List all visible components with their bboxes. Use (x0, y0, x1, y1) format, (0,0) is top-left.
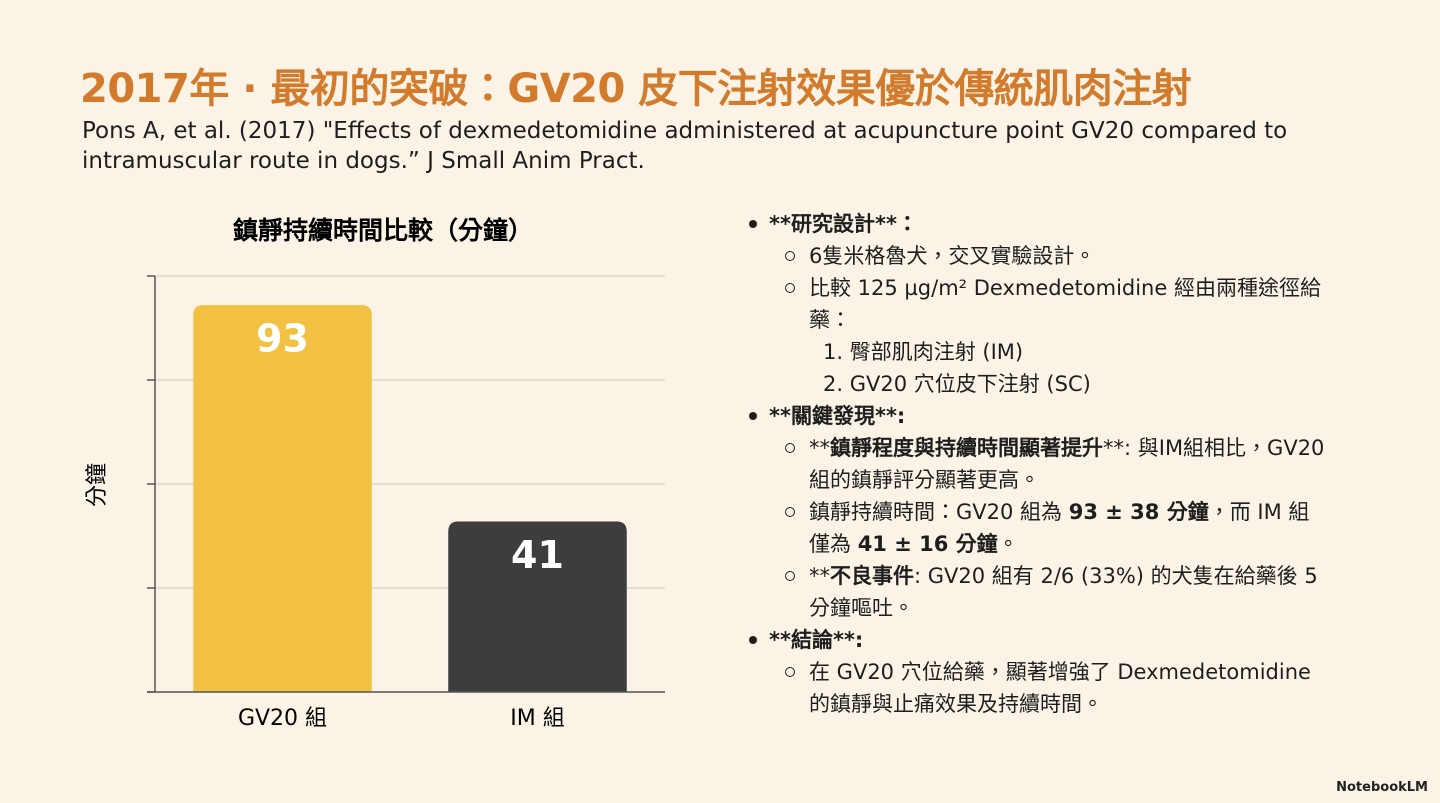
note-text: 鎮靜程度與持續時間顯著提升 (830, 436, 1103, 460)
note-text: 比較 125 µg/m² Dexmedetomidine 經由兩種途徑給藥： (809, 276, 1321, 332)
note-section: **研究設計**： 6隻米格魯犬，交叉實驗設計。比較 125 µg/m² Dexm… (745, 208, 1365, 400)
x-tick-label: GV20 組 (238, 706, 327, 731)
note-item: 比較 125 µg/m² Dexmedetomidine 經由兩種途徑給藥： (785, 272, 1365, 336)
note-text: 。 (997, 532, 1019, 556)
note-text: : GV20 組有 2/6 (33%) 的犬隻在給藥後 5 分鐘嘔吐。 (809, 564, 1318, 620)
note-text: 41 ± 16 分鐘 (857, 532, 998, 556)
note-step: 2. GV20 穴位皮下注射 (SC) (823, 372, 1091, 396)
note-text: 不良事件 (830, 564, 914, 588)
note-text: ** (809, 564, 830, 588)
note-item: **不良事件: GV20 組有 2/6 (33%) 的犬隻在給藥後 5 分鐘嘔吐… (785, 560, 1365, 624)
note-item: 在 GV20 穴位給藥，顯著增強了 Dexmedetomidine 的鎮靜與止痛… (785, 656, 1365, 720)
value-label: 41 (511, 533, 564, 577)
footer: NotebookLM (1336, 780, 1428, 795)
value-label: 93 (256, 317, 309, 361)
bar (193, 305, 372, 692)
note-section: **關鍵發現**: **鎮靜程度與持續時間顯著提升**: 與IM組相比，GV20組… (745, 400, 1365, 624)
y-axis-label: 分鐘 (85, 463, 110, 507)
note-step: 1. 臀部肌肉注射 (IM) (823, 340, 1024, 364)
note-text: 在 GV20 穴位給藥，顯著增強了 Dexmedetomidine 的鎮靜與止痛… (809, 660, 1311, 716)
x-tick-label: IM 組 (510, 706, 564, 731)
note-text: 鎮靜持續時間：GV20 組為 (809, 500, 1069, 524)
chart-title: 鎮靜持續時間比較（分鐘） (233, 216, 533, 245)
note-heading: **研究設計**： (769, 212, 918, 236)
note-heading: **關鍵發現**: (769, 404, 906, 428)
bar (448, 521, 627, 692)
note-item: **鎮靜程度與持續時間顯著提升**: 與IM組相比，GV20組的鎮靜評分顯著更高… (785, 432, 1365, 496)
note-text: ，而 IM 組僅為 (809, 500, 1310, 556)
title: 2017年 · 最初的突破：GV20 皮下注射效果優於傳統肌肉注射 (80, 66, 1192, 112)
note-heading: **結論**: (769, 628, 864, 652)
notes: **研究設計**： 6隻米格魯犬，交叉實驗設計。比較 125 µg/m² Dexm… (745, 208, 1365, 720)
note-text: 6隻米格魯犬，交叉實驗設計。 (809, 244, 1096, 268)
citation: Pons A, et al. (2017) "Effects of dexmed… (82, 118, 1288, 174)
note-section: **結論**: 在 GV20 穴位給藥，顯著增強了 Dexmedetomidine… (745, 624, 1365, 720)
note-text: **: 與IM組相比，GV20組的鎮靜評分顯著更高。 (809, 436, 1325, 492)
note-item: 6隻米格魯犬，交叉實驗設計。 (785, 240, 1365, 272)
note-text: 93 ± 38 分鐘 (1068, 500, 1209, 524)
note-item: 鎮靜持續時間：GV20 組為 93 ± 38 分鐘，而 IM 組僅為 41 ± … (785, 496, 1365, 560)
note-text: ** (809, 436, 830, 460)
